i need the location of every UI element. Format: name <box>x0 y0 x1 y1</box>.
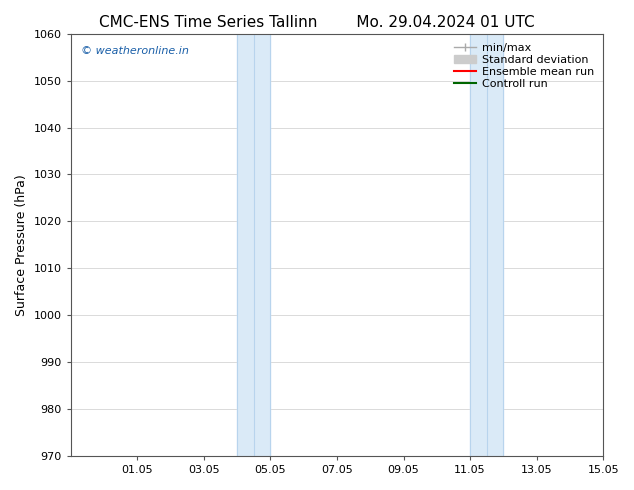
Text: CMC-ENS Time Series Tallinn        Mo. 29.04.2024 01 UTC: CMC-ENS Time Series Tallinn Mo. 29.04.20… <box>99 15 535 30</box>
Bar <box>470 34 503 456</box>
Text: © weatheronline.in: © weatheronline.in <box>81 47 189 56</box>
Legend: min/max, Standard deviation, Ensemble mean run, Controll run: min/max, Standard deviation, Ensemble me… <box>451 39 598 93</box>
Bar <box>237 34 270 456</box>
Y-axis label: Surface Pressure (hPa): Surface Pressure (hPa) <box>15 174 28 316</box>
